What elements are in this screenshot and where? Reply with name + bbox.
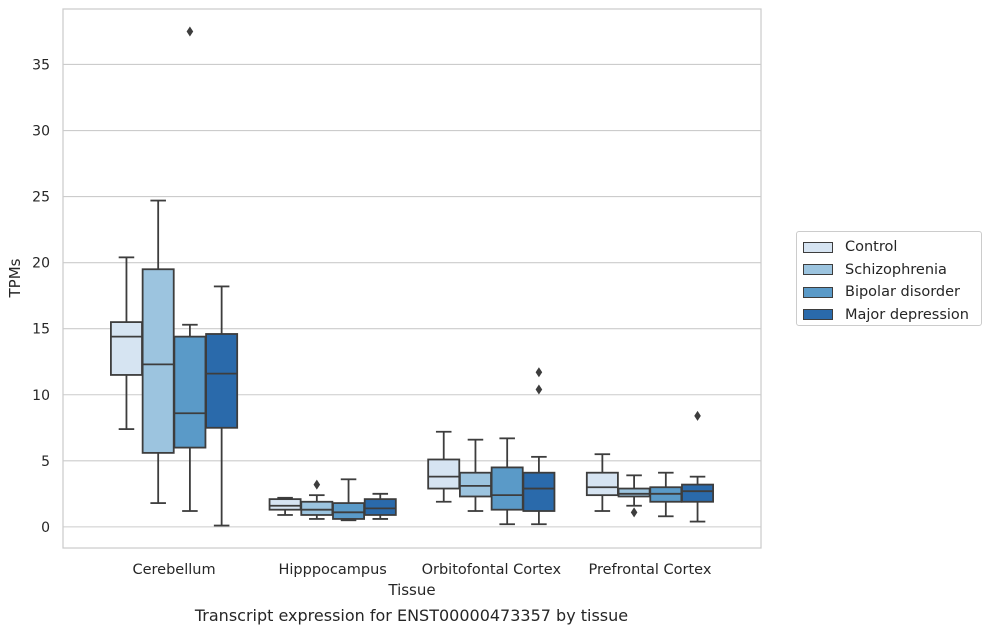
box-iqr bbox=[490, 466, 524, 511]
box-iqr bbox=[110, 321, 143, 376]
box-group bbox=[681, 410, 714, 523]
box-iqr bbox=[459, 471, 492, 498]
outlier-point bbox=[535, 367, 543, 378]
box-group bbox=[427, 430, 461, 503]
legend: Control Schizophrenia Bipolar disorder M… bbox=[796, 231, 982, 326]
box-iqr bbox=[617, 487, 651, 498]
x-tick-label: Prefrontal Cortex bbox=[588, 562, 711, 578]
box-iqr bbox=[173, 335, 207, 449]
legend-label-bipolar-disorder: Bipolar disorder bbox=[845, 284, 960, 301]
outlier-point bbox=[630, 507, 638, 518]
box-group bbox=[459, 438, 492, 512]
chart-caption: Transcript expression for ENST0000047335… bbox=[194, 606, 629, 625]
box-group bbox=[332, 478, 365, 522]
outlier-point bbox=[535, 384, 543, 395]
legend-item-major-depression: Major depression bbox=[803, 304, 981, 327]
box-group bbox=[363, 492, 397, 520]
x-tick-label: Orbitofontal Cortex bbox=[422, 562, 562, 578]
y-tick-labels: 0 5 10 15 20 25 30 35 bbox=[32, 57, 50, 535]
box-iqr bbox=[300, 500, 334, 516]
box-iqr bbox=[268, 498, 302, 511]
legend-item-bipolar-disorder: Bipolar disorder bbox=[803, 281, 981, 304]
y-axis-label: TPMs bbox=[6, 258, 24, 298]
x-tick-label: Hipppocampus bbox=[279, 562, 387, 578]
y-tick-label: 30 bbox=[32, 124, 50, 140]
box-iqr bbox=[427, 458, 461, 490]
y-tick-label: 25 bbox=[32, 190, 50, 206]
legend-swatch-major-depression bbox=[803, 309, 833, 321]
plot-frame bbox=[62, 8, 762, 549]
box-group bbox=[490, 437, 524, 526]
y-tick-label: 15 bbox=[32, 322, 50, 338]
legend-swatch-schizophrenia bbox=[803, 264, 833, 276]
y-tick-label: 0 bbox=[41, 520, 50, 536]
y-tick-label: 10 bbox=[32, 388, 50, 404]
box-iqr bbox=[141, 268, 175, 454]
box-iqr bbox=[522, 471, 556, 512]
box-group bbox=[649, 471, 683, 518]
box-group bbox=[300, 479, 334, 520]
x-tick-label: Cerebellum bbox=[132, 562, 215, 578]
outlier-point bbox=[694, 410, 701, 421]
legend-item-control: Control bbox=[803, 236, 981, 259]
box-group bbox=[141, 199, 175, 504]
legend-swatch-control bbox=[803, 241, 833, 253]
x-tick-labels: Cerebellum Hipppocampus Orbitofontal Corte… bbox=[132, 562, 711, 578]
outlier-point bbox=[186, 26, 194, 37]
box-group bbox=[205, 285, 239, 527]
legend-label-control: Control bbox=[845, 239, 898, 256]
box-iqr bbox=[332, 502, 365, 520]
box-iqr bbox=[363, 498, 397, 516]
y-tick-label: 35 bbox=[32, 57, 50, 73]
box-iqr bbox=[681, 483, 714, 503]
x-axis-label: Tissue bbox=[387, 581, 435, 599]
box-group bbox=[617, 474, 651, 518]
boxes bbox=[110, 26, 714, 527]
box-group bbox=[522, 367, 556, 526]
legend-label-schizophrenia: Schizophrenia bbox=[845, 261, 947, 278]
box-iqr bbox=[585, 471, 619, 497]
box-group bbox=[268, 496, 302, 516]
legend-item-schizophrenia: Schizophrenia bbox=[803, 259, 981, 282]
y-tick-label: 20 bbox=[32, 256, 50, 272]
outlier-point bbox=[313, 479, 321, 490]
legend-label-major-depression: Major depression bbox=[845, 306, 969, 323]
box-group bbox=[173, 26, 207, 512]
legend-swatch-bipolar-disorder bbox=[803, 286, 833, 298]
box-group bbox=[585, 453, 619, 512]
box-iqr bbox=[205, 333, 239, 429]
box-group bbox=[110, 256, 143, 431]
y-tick-label: 5 bbox=[41, 454, 50, 470]
